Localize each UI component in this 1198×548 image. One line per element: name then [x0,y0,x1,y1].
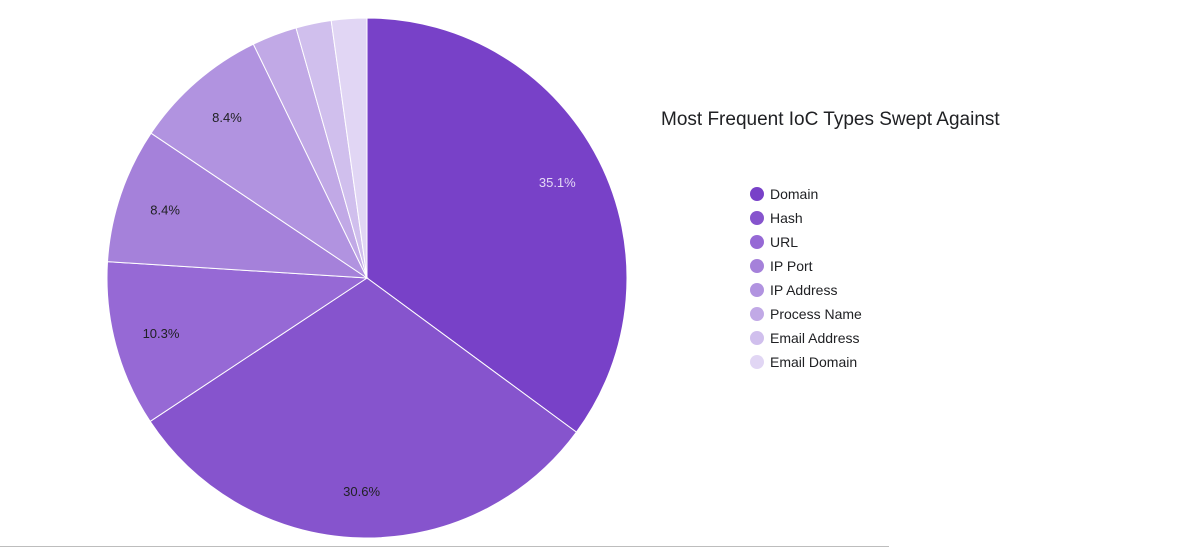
legend-swatch [750,355,764,369]
legend-swatch [750,259,764,273]
legend-swatch [750,283,764,297]
pie-percent-labels: 35.1% 30.6% 10.3% 8.4% 8.4% [143,110,577,499]
legend-swatch [750,307,764,321]
pie-slice-domain [366,17,628,433]
legend-item-label: Process Name [770,306,862,322]
chart-title: Most Frequent IoC Types Swept Against [661,109,1000,130]
pie-slice-hash [149,277,578,539]
legend-swatch [750,235,764,249]
slice-percent-label: 8.4% [150,203,180,218]
slice-percent-label: 10.3% [143,326,180,341]
legend-item-label: IP Address [770,282,837,298]
slice-percent-label: 30.6% [343,484,380,499]
legend-swatch [750,187,764,201]
pie-slice-ip-port [106,132,369,279]
legend-swatch [750,331,764,345]
slice-percent-label: 8.4% [212,110,242,125]
pie-slices [106,17,628,539]
pie-slice-url [106,261,369,423]
legend-item-label: Email Domain [770,354,857,370]
legend-item-label: Hash [770,210,803,226]
legend-swatch [750,211,764,225]
bottom-divider [0,546,889,547]
legend-item-label: IP Port [770,258,813,274]
legend-item-label: Email Address [770,330,859,346]
pie-slice-ip-address [150,43,369,280]
slice-percent-label: 35.1% [539,175,576,190]
legend-item-label: URL [770,234,798,250]
legend-item-label: Domain [770,186,818,202]
pie-slice-email-domain [330,17,368,279]
legend: Domain Hash URL IP Port IP Address Process Na… [750,186,862,370]
